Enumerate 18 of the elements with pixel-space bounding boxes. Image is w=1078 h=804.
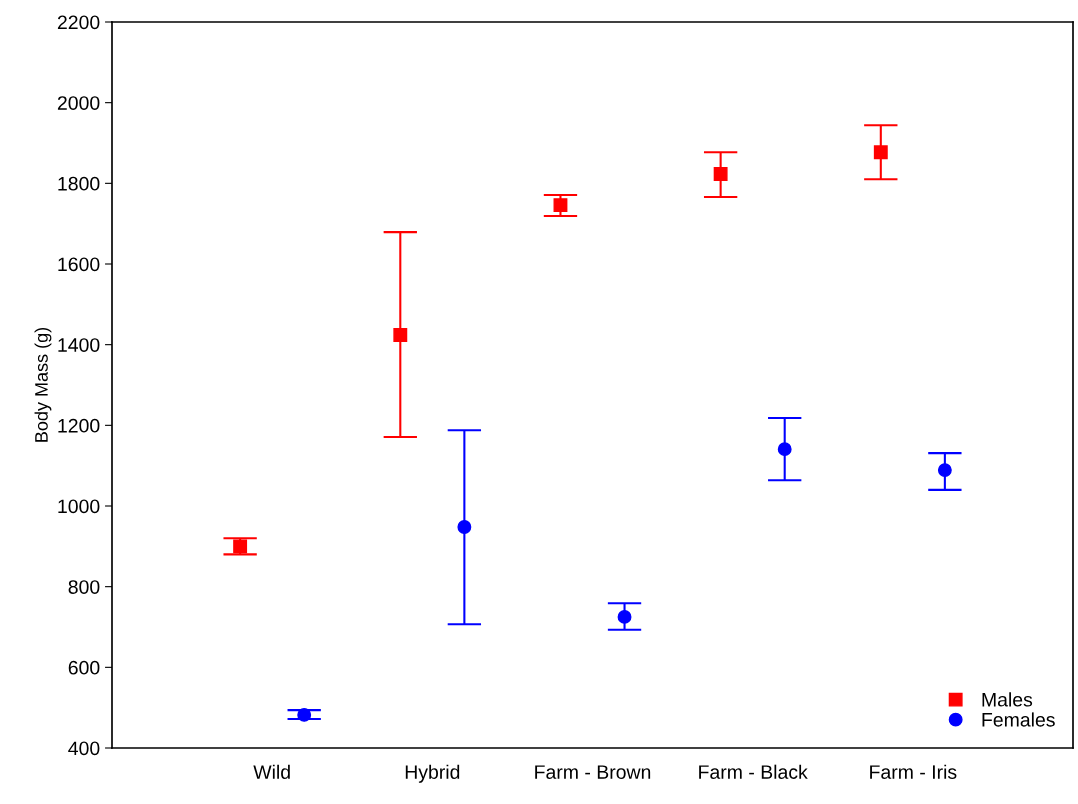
y-tick-label: 1800 [58, 176, 100, 191]
x-tick-label: Farm - Black [699, 764, 808, 779]
y-tick-label: 600 [68, 660, 100, 675]
y-tick-label: 800 [68, 580, 100, 594]
y-tick-label: 2000 [57, 96, 100, 110]
x-tick-label: Farm - Brown [535, 765, 651, 779]
y-tick-label: 1000 [58, 499, 100, 514]
y-tick-label: 1200 [58, 418, 100, 433]
y-tick-label: 1600 [58, 257, 100, 272]
legend-label: Males [982, 692, 1033, 707]
x-tick-label: Farm - Iris [870, 764, 957, 779]
legend-label: Females [982, 712, 1055, 727]
y-tick-label: 1400 [58, 338, 100, 352]
y-tick-label: 2200 [57, 15, 100, 30]
y-tick-label: 400 [68, 741, 100, 756]
y-axis-title: Body Mass (g) [34, 327, 52, 442]
x-tick-label: Wild [253, 764, 290, 779]
x-tick-label: Hybrid [405, 764, 460, 783]
